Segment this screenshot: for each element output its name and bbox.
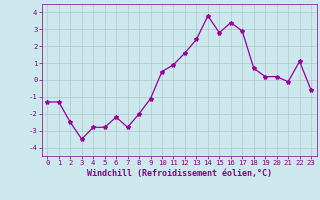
X-axis label: Windchill (Refroidissement éolien,°C): Windchill (Refroidissement éolien,°C) bbox=[87, 169, 272, 178]
